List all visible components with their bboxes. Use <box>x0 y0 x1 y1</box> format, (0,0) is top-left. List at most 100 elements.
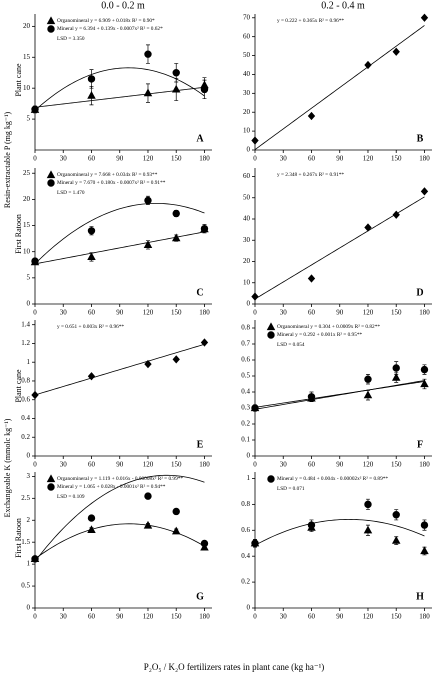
point <box>87 525 96 534</box>
point <box>251 404 259 412</box>
x-tick-label: 90 <box>116 309 124 317</box>
legend-name: Mineral <box>57 26 75 32</box>
y-tick-label: 20 <box>243 257 251 265</box>
legend-equation: y = 2.348 + 0.267x R² = 0.91** <box>277 172 344 178</box>
x-tick-label: 60 <box>88 309 96 317</box>
point <box>200 224 209 233</box>
legend-name: Organomineral <box>57 172 90 178</box>
axis <box>34 14 212 151</box>
x-tick-label: 0 <box>33 613 37 621</box>
legend-equation: y = 6.394 + 0.139x - 0.0007x² R² = 0.62* <box>75 26 163 32</box>
legend-equation: y = 0.651 + 0.003x R² = 0.96** <box>57 324 124 330</box>
point <box>172 209 180 218</box>
y-tick-label: 20 <box>23 22 31 30</box>
legend-equation: y = 1.065 + 0.028x - 0.0001x² R² = 0.94*… <box>75 484 166 490</box>
x-tick-label: 90 <box>336 613 344 621</box>
legend-entry: y = 0.222 + 0.365x R² = 0.96** <box>277 18 344 24</box>
panel-label: D <box>416 287 423 298</box>
y-tick-label: 0.2 <box>241 420 250 428</box>
y-tick-label: 50 <box>243 193 251 201</box>
y-tick-label: 0.2 <box>21 433 30 441</box>
legend-marker <box>267 475 275 483</box>
point <box>307 111 316 121</box>
x-tick-label: 30 <box>280 155 288 163</box>
x-tick-label: 30 <box>280 309 288 317</box>
x-tick-label: 150 <box>171 613 182 621</box>
x-tick-label: 60 <box>88 461 96 469</box>
x-tick-label: 180 <box>199 155 210 163</box>
x-tick-label: 120 <box>143 613 154 621</box>
fit-curve <box>255 519 425 546</box>
point <box>87 514 96 522</box>
point <box>200 338 209 347</box>
y-tick-label: 20 <box>23 195 31 203</box>
panel-label: H <box>416 591 424 602</box>
x-tick-label: 120 <box>363 155 374 163</box>
x-tick-label: 0 <box>253 155 257 163</box>
point <box>420 379 429 388</box>
y-tick-label: 0.6 <box>21 395 30 403</box>
y-tick-label: 0 <box>247 452 251 460</box>
point <box>171 233 181 242</box>
x-tick-label: 150 <box>391 461 402 469</box>
point <box>200 85 209 94</box>
legend-entry: Organomineral y = 0.304 + 0.0009x R² = 0… <box>277 324 380 330</box>
point <box>143 88 153 97</box>
legend-equation: y = 0.304 + 0.0009x R² = 0.82** <box>310 324 380 330</box>
point <box>420 546 429 555</box>
x-tick-label: 180 <box>419 613 430 621</box>
y-tick-label: 10 <box>23 247 31 255</box>
point <box>364 60 372 70</box>
point <box>87 90 96 99</box>
legend-equation: y = 0.484 + 0.004x - 0.00002x² R² = 0.89… <box>295 476 388 482</box>
y-tick-label: 2.5 <box>21 494 30 502</box>
y-tick-label: 1.5 <box>21 538 30 546</box>
y-tick-label: 15 <box>23 221 31 229</box>
panel-label: B <box>417 133 424 144</box>
x-axis-label: P₂O₅ / K₂O fertilizers rates in plant ca… <box>144 662 325 672</box>
x-tick-label: 0 <box>253 613 257 621</box>
point <box>307 393 316 401</box>
x-tick-label: 180 <box>199 309 210 317</box>
x-tick-label: 180 <box>419 461 430 469</box>
point <box>364 500 372 509</box>
point <box>171 526 181 535</box>
point <box>251 136 259 145</box>
panel-label: G <box>196 591 204 602</box>
lsd: LSD = 0.109 <box>57 494 85 500</box>
fit-curve <box>255 381 425 408</box>
x-tick-label: 180 <box>419 155 430 163</box>
x-tick-label: 120 <box>363 461 374 469</box>
y-tick-label: 1.2 <box>21 339 30 347</box>
legend-name: Organomineral <box>57 476 90 482</box>
legend-equation: y = 6.909 + 0.018x R² = 0.90* <box>90 18 155 24</box>
legend-marker <box>47 483 55 491</box>
y-tick-label: 0.1 <box>241 436 250 444</box>
y-tick-label: 0 <box>27 300 31 308</box>
legend-marker <box>46 170 56 179</box>
point <box>143 520 153 529</box>
lsd: LSD = 3.350 <box>57 36 85 42</box>
x-tick-label: 120 <box>363 309 374 317</box>
x-tick-label: 120 <box>143 309 154 317</box>
x-tick-label: 60 <box>88 155 96 163</box>
y-tick-label: 15 <box>23 53 31 61</box>
legend-name: Mineral <box>57 180 75 186</box>
y-tick-label: 25 <box>23 169 31 177</box>
legend-entry: y = 2.348 + 0.267x R² = 0.91** <box>277 172 344 178</box>
axis <box>254 472 432 609</box>
x-tick-label: 150 <box>171 309 182 317</box>
x-tick-label: 150 <box>171 155 182 163</box>
legend-marker <box>47 179 55 187</box>
point <box>31 257 39 265</box>
legend-equation: y = 7.670 + 0.180x - 0.0007x² R² = 0.91*… <box>75 180 166 186</box>
point <box>420 187 429 196</box>
point <box>420 365 429 374</box>
y-tick-label: 0.4 <box>21 414 30 422</box>
legend-marker <box>46 474 56 483</box>
point <box>391 372 401 381</box>
x-tick-label: 90 <box>116 461 124 469</box>
legend-marker <box>46 16 56 25</box>
x-tick-label: 0 <box>253 461 257 469</box>
